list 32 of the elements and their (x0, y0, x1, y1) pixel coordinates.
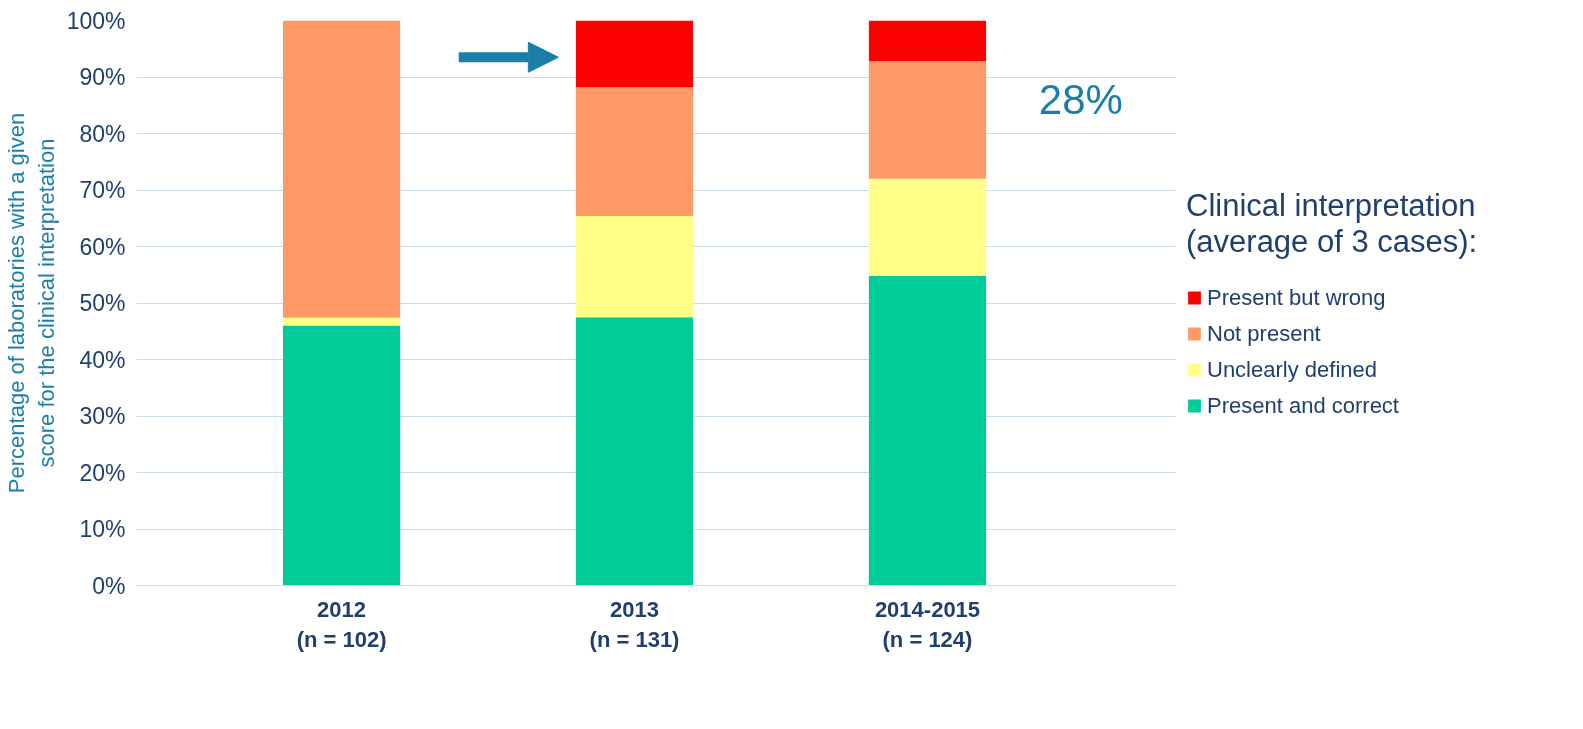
bar (575, 317, 694, 586)
y-tick-label: 30% (79, 403, 126, 429)
bar (282, 20, 401, 318)
y-tick-label: 10% (79, 516, 126, 542)
bar (868, 275, 987, 586)
bar (282, 325, 401, 586)
legend-title: Clinical interpretation (average of 3 cases): (1186, 187, 1478, 259)
bar (575, 215, 694, 318)
x-tick-label: 2014-2015 (n = 124) (874, 596, 981, 652)
y-tick-label: 70% (79, 177, 126, 203)
x-tick-label: 2013 (n = 131) (589, 596, 680, 652)
bar (282, 317, 401, 326)
bar (868, 61, 987, 179)
legend-label: Present and correct (1207, 392, 1399, 418)
y-tick-label: 40% (79, 346, 126, 373)
y-axis-title: Percentage of laboratories with a given score for the clinical interpretation (3, 112, 59, 494)
x-tick-label: 2012 (n = 102) (296, 596, 387, 652)
y-tick-label: 0% (92, 572, 126, 599)
y-tick-label: 80% (79, 120, 126, 147)
y-tick-label: 60% (79, 233, 126, 260)
y-tick-label: 100% (66, 7, 126, 34)
bar (575, 20, 694, 88)
y-tick-label: 50% (79, 290, 126, 316)
legend-label: Not present (1207, 320, 1321, 346)
legend-label: Unclearly defined (1207, 356, 1377, 382)
bar (575, 87, 694, 216)
y-tick-label: 90% (79, 64, 126, 90)
annotation: 28% (1038, 76, 1123, 124)
bar (868, 178, 987, 276)
legend-label: Present but wrong (1207, 284, 1386, 310)
bar (868, 20, 987, 62)
y-tick-label: 20% (79, 459, 126, 486)
